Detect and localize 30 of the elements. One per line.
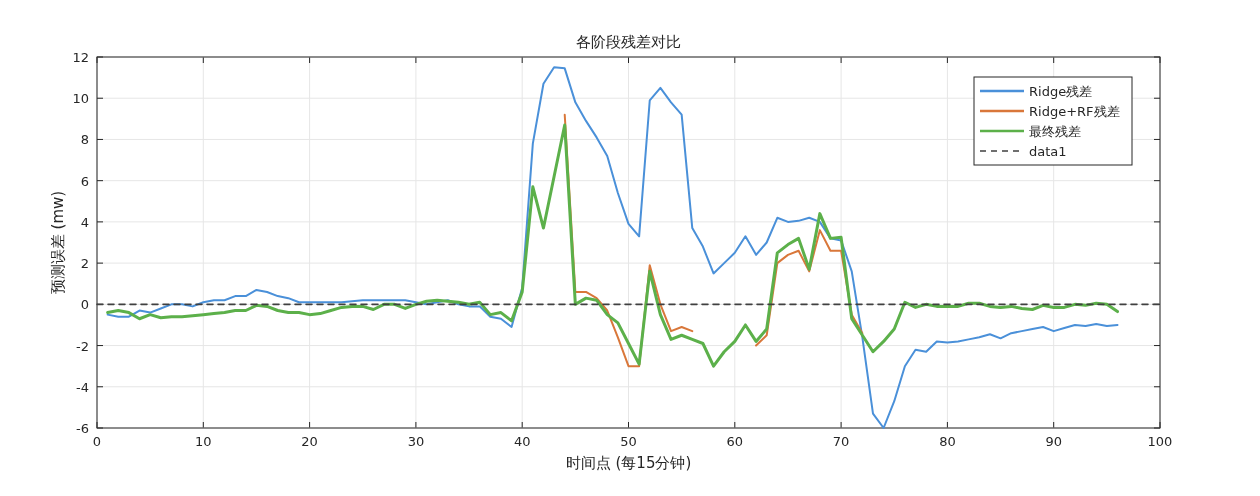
legend-label: data1 (1029, 144, 1067, 159)
y-tick-label: 10 (72, 91, 89, 107)
y-tick-label: -4 (76, 379, 89, 395)
line-series (106, 123, 1119, 368)
chart-title: 各阶段残差对比 (576, 33, 681, 51)
x-axis-title: 时间点 (每15分钟) (565, 454, 692, 472)
y-axis-title: 预测误差 (mw) (49, 190, 67, 295)
x-tick-label: 60 (726, 434, 744, 449)
x-tick-label: 30 (407, 434, 425, 449)
legend-label: Ridge残差 (1029, 84, 1093, 99)
y-tick-label: -2 (76, 338, 89, 354)
x-tick-label: 70 (832, 434, 850, 449)
y-tick-label: 12 (72, 50, 89, 65)
y-tick-label: 0 (80, 297, 89, 313)
y-tick-label: 8 (80, 132, 89, 148)
x-tick-label: 80 (939, 434, 956, 449)
legend-label: Ridge+RF残差 (1029, 104, 1120, 119)
x-tick-label: 40 (513, 434, 531, 449)
legend-label: 最终残差 (1029, 124, 1081, 139)
x-tick-label: 50 (620, 434, 637, 449)
x-tick-label: 10 (195, 434, 212, 449)
x-tick-label: 20 (301, 434, 318, 449)
line-series (106, 66, 1119, 429)
y-tick-label: 4 (80, 214, 89, 230)
x-tick-label: 0 (92, 434, 102, 449)
y-tick-label: 6 (80, 173, 89, 189)
x-tick-label: 100 (1147, 434, 1173, 449)
y-tick-label: -6 (76, 421, 89, 436)
x-tick-label: 90 (1045, 434, 1062, 449)
y-tick-label: 2 (80, 256, 89, 272)
